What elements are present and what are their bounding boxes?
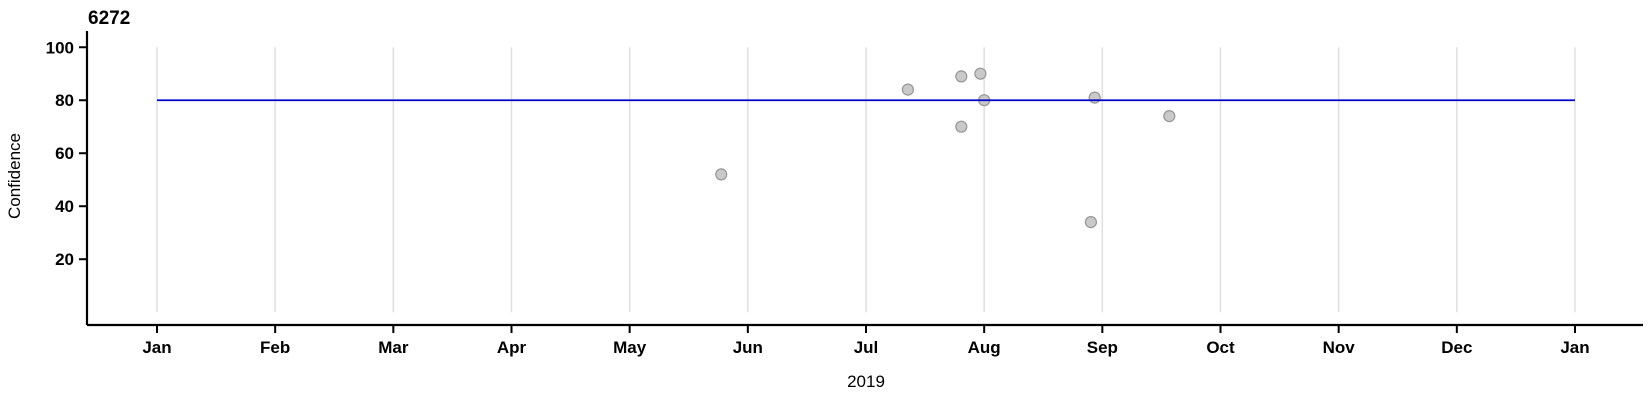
x-tick-label-may-4: May — [613, 338, 647, 357]
y-axis-label: Confidence — [5, 133, 24, 219]
y-tick-label-40: 40 — [55, 197, 74, 216]
y-tick-label-80: 80 — [55, 91, 74, 110]
data-point — [901, 83, 915, 96]
x-tick-label-jun-5: Jun — [733, 338, 763, 357]
data-point — [955, 120, 968, 133]
x-tick-label-mar-2: Mar — [378, 338, 409, 357]
x-tick-label-jan-0: Jan — [142, 338, 171, 357]
y-tick-labels: 20 40 60 80 100 — [46, 38, 74, 269]
axes-layer — [79, 31, 1643, 333]
data-points-layer — [715, 67, 1176, 229]
x-tick-label-jul-6: Jul — [854, 338, 879, 357]
data-point — [1163, 109, 1176, 123]
data-point — [1084, 216, 1098, 229]
x-tick-labels: Jan Feb Mar Apr May Jun Jul Aug Sep Oct Nov Dec Jan — [142, 338, 1589, 357]
x-tick-label-aug-7: Aug — [968, 338, 1001, 357]
data-point — [974, 67, 987, 80]
data-point — [715, 168, 728, 181]
x-tick-label-apr-3: Apr — [497, 338, 527, 357]
data-point — [1088, 91, 1101, 104]
data-point — [955, 70, 968, 83]
y-tick-label-60: 60 — [55, 144, 74, 163]
x-tick-label-oct-9: Oct — [1206, 338, 1235, 357]
x-axis-label: 2019 — [847, 372, 885, 391]
x-tick-label-dec-11: Dec — [1441, 338, 1472, 357]
x-tick-label-jan-12: Jan — [1560, 338, 1589, 357]
gridlines-layer — [156, 47, 1576, 313]
x-tick-label-feb-1: Feb — [260, 338, 290, 357]
y-tick-label-100: 100 — [46, 38, 74, 57]
y-tick-label-20: 20 — [55, 250, 74, 269]
x-tick-label-sep-8: Sep — [1087, 338, 1118, 357]
chart-title: 6272 — [88, 8, 130, 29]
x-tick-label-nov-10: Nov — [1323, 338, 1356, 357]
